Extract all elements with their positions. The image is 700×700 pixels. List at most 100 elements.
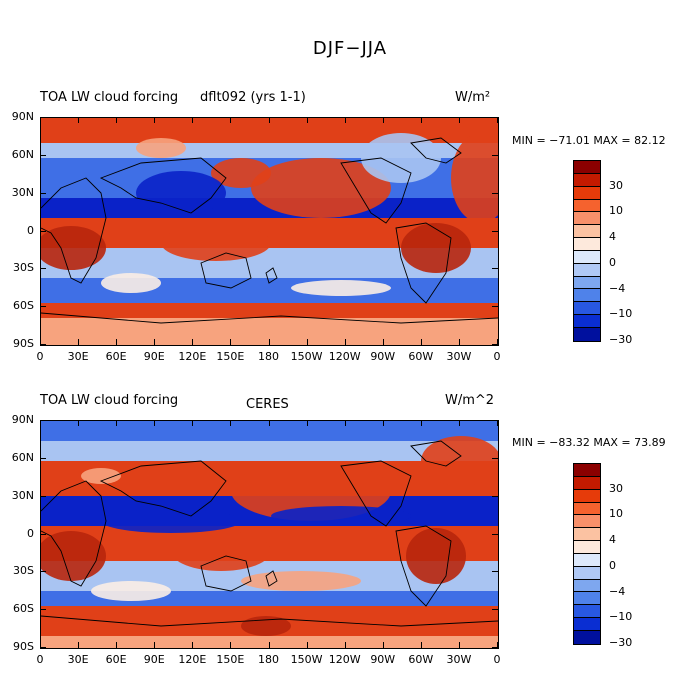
colorbar-tick-label: −10 [609,610,633,624]
coastline [340,157,412,224]
lat-band [41,303,498,318]
lon-tick-mark [382,420,384,426]
lat-tick-mark [40,306,46,308]
colorbar-tick-label: −4 [609,584,626,598]
lon-tick-mark [192,642,194,648]
lon-tick-label: 0 [36,350,44,363]
field-blob [451,133,498,223]
lon-tick-mark [268,420,270,426]
colorbar-cell [574,592,600,606]
panel2-min-max: MIN = −83.32 MAX = 73.89 [512,436,666,449]
lon-tick-mark [344,339,346,345]
lat-tick-label: 90S [13,337,34,350]
field-blob [231,461,391,521]
lon-tick-mark [420,339,422,345]
lat-band [41,636,498,648]
colorbar-cell [574,212,600,226]
lon-tick-mark [192,339,194,345]
lon-tick-mark [344,420,346,426]
lon-tick-label: 90E [143,653,165,666]
lon-tick-mark [306,420,308,426]
field-blob [136,171,226,215]
lat-tick-mark [40,230,46,232]
colorbar-cell [574,238,600,251]
lon-tick-mark [268,117,270,123]
colorbar-cell [574,553,600,567]
panel2-units: W/m^2 [445,393,495,408]
lat-tick-mark [492,571,498,573]
field-blob [271,506,411,526]
field-blob [241,571,361,591]
lon-tick-mark [40,339,41,345]
field-blob [171,531,271,571]
lon-tick-mark [192,117,194,123]
colorbar-cell [574,528,600,542]
coastline [41,312,498,324]
colorbar-cell [574,173,600,187]
lon-tick-mark [116,339,118,345]
lat-tick-mark [40,647,46,648]
panel1-title-left: TOA LW cloud forcing [40,90,179,105]
lon-tick-mark [154,339,156,345]
lon-tick-label: 0 [493,653,501,666]
lon-tick-mark [344,642,346,648]
field-blob [161,225,271,261]
panel2-colorbar [573,463,601,645]
panel2-title-left: TOA LW cloud forcing [40,393,179,408]
lon-tick-label: 150E [216,350,245,363]
lon-tick-mark [382,339,384,345]
lat-band [41,421,498,441]
field-blob [91,581,171,601]
lon-tick-label: 150W [290,653,323,666]
lat-tick-mark [40,495,46,497]
lat-tick-mark [492,192,498,194]
lon-tick-mark [497,642,498,648]
colorbar-tick-label: 0 [609,255,616,269]
lon-tick-mark [306,339,308,345]
lon-tick-label: 120E [178,653,207,666]
lon-tick-label: 60E [105,350,127,363]
lat-tick-mark [492,420,498,421]
lat-tick-mark [492,457,498,459]
lat-tick-mark [40,154,46,156]
lon-tick-label: 180 [258,350,279,363]
colorbar-cell [574,250,600,264]
panel1-map-field [41,118,498,345]
lon-tick-mark [268,642,270,648]
colorbar-cell [574,476,600,490]
colorbar-cell [574,276,600,290]
lon-tick-mark [230,117,232,123]
colorbar-cell [574,289,600,303]
colorbar-tick-label: 4 [609,533,616,547]
colorbar-cell [574,566,600,580]
panel1-colorbar [573,160,601,342]
lon-tick-mark [382,642,384,648]
lat-tick-mark [492,230,498,232]
coastline [200,252,252,289]
colorbar-tick-label: −4 [609,281,626,295]
colorbar-cell [574,186,600,200]
colorbar-cell [574,489,600,503]
colorbar-cell [574,541,600,554]
lat-tick-mark [40,533,46,535]
lat-band [41,441,498,461]
lon-tick-mark [78,117,80,123]
lon-tick-label: 120W [328,653,361,666]
colorbar-cell [574,464,600,477]
panel1-title-center: dflt092 (yrs 1-1) [200,90,306,105]
field-blob [421,436,498,486]
lon-tick-label: 150W [290,350,323,363]
coastline [395,222,452,304]
lon-tick-mark [78,642,80,648]
field-blob [361,133,441,183]
lon-tick-mark [420,420,422,426]
lon-tick-mark [306,117,308,123]
lat-tick-mark [40,420,46,421]
field-blob [41,226,106,270]
lat-tick-label: 30S [13,564,34,578]
lon-tick-mark [154,117,156,123]
colorbar-cell [574,579,600,593]
lat-tick-label: 60S [13,602,34,616]
lon-tick-mark [268,339,270,345]
lon-tick-mark [344,117,346,123]
